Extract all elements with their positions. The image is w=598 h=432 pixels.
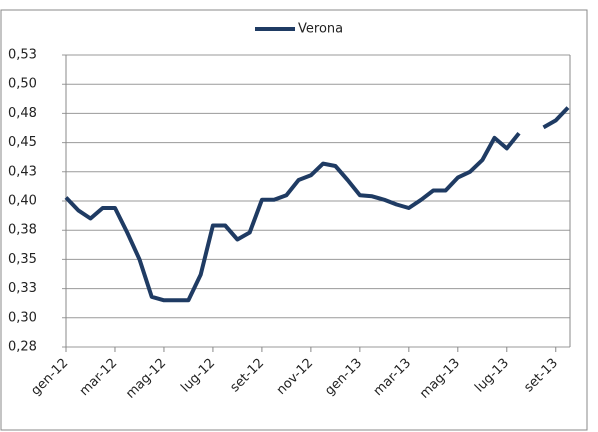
y-tick-label: 0,28 [8,340,37,355]
data-line [64,106,570,303]
y-tick-label: 0,48 [8,106,37,121]
y-tick-label: 0,35 [8,252,37,267]
y-tick-label: 0,50 [8,77,37,92]
y-tick-label: 0,38 [8,223,37,238]
y-tick-label: 0,33 [8,281,37,296]
y-tick-label: 0,43 [8,164,37,179]
chart-frame [0,9,588,431]
y-tick-label: 0,45 [8,135,37,150]
y-tick-label: 0,53 [8,48,37,63]
y-tick-label: 0,30 [8,310,37,325]
y-tick-label: 0,40 [8,194,37,209]
legend-label: Verona [298,22,343,37]
